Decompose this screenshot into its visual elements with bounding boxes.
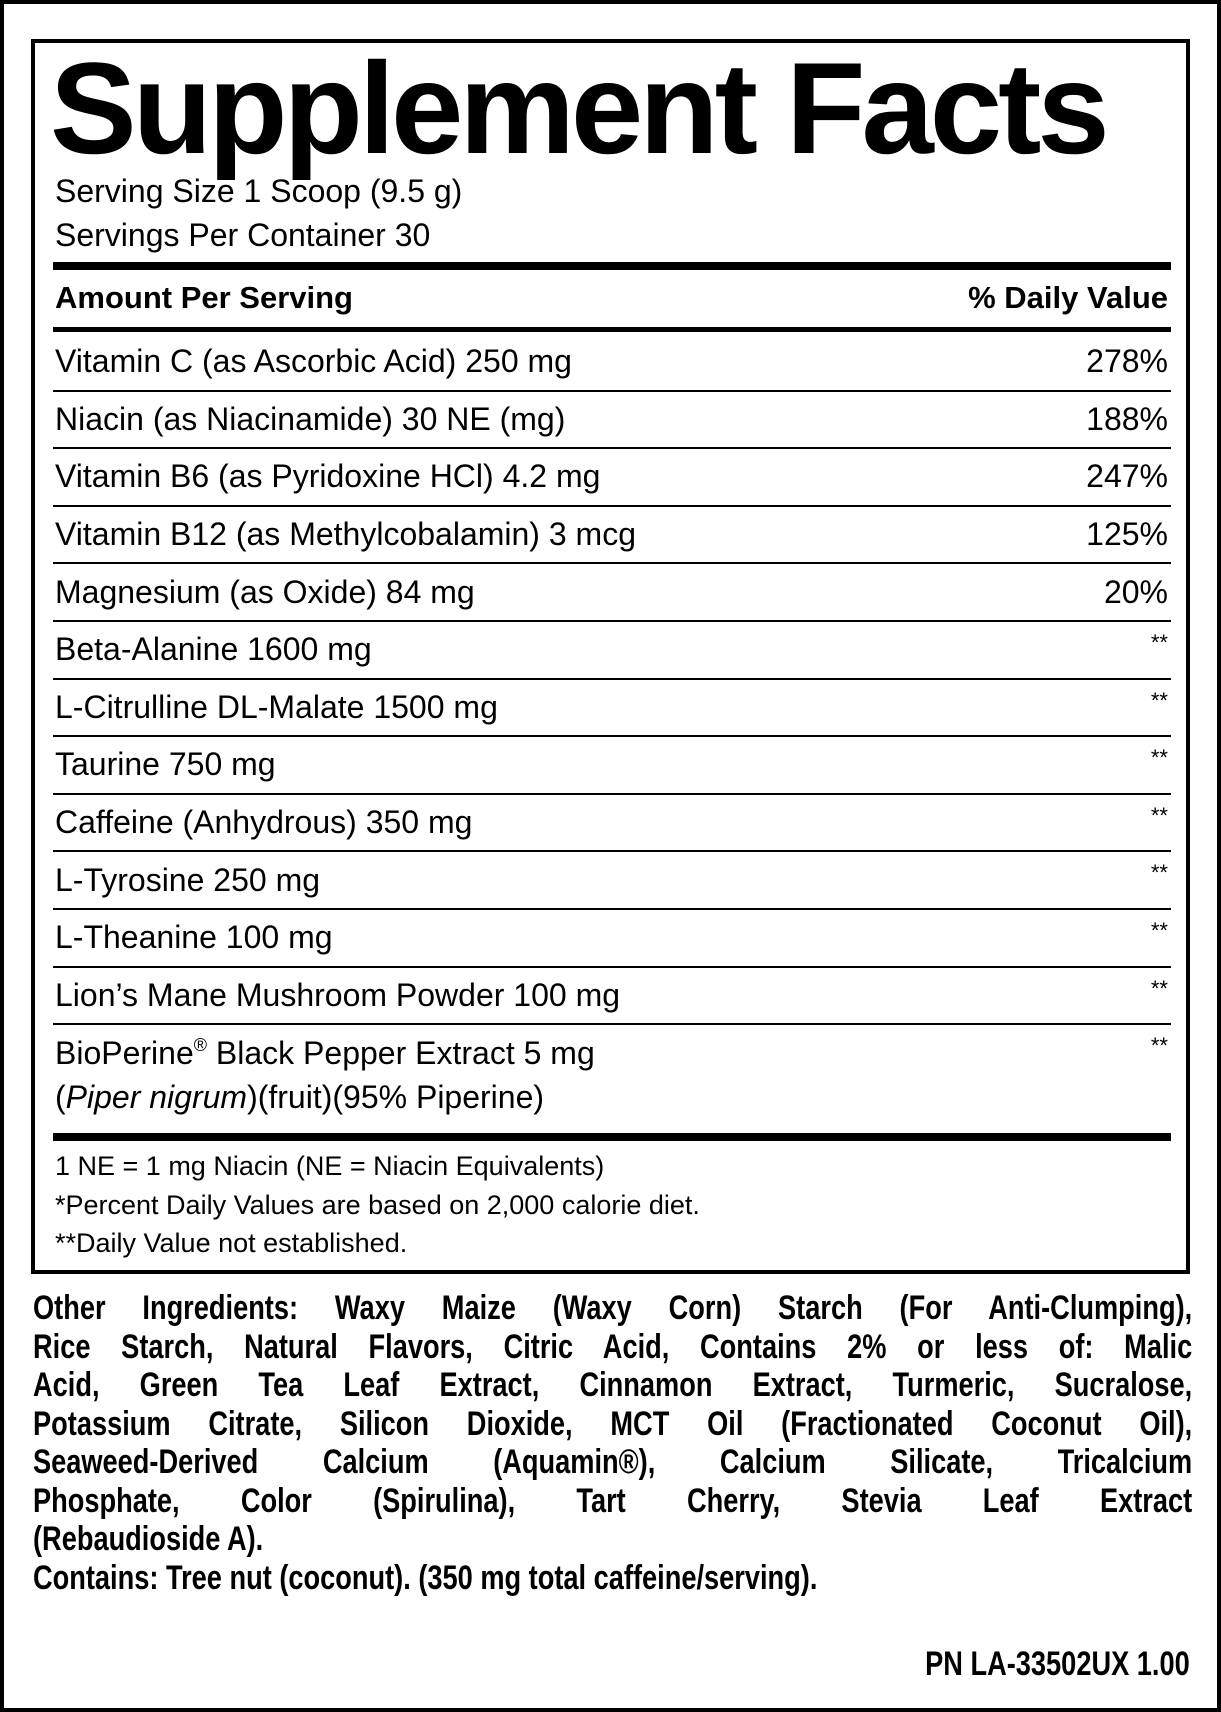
- nutrient-name: L-Citrulline DL-Malate 1500 mg: [55, 688, 498, 725]
- panel-title: Supplement Facts: [50, 35, 1110, 181]
- footnote-niacin: 1 NE = 1 mg Niacin (NE = Niacin Equivale…: [55, 1151, 605, 1181]
- serving-size: Serving Size 1 Scoop (9.5 g): [55, 173, 463, 209]
- daily-value: 247%: [1086, 458, 1168, 495]
- table-row: Lion’s Mane Mushroom Powder 100 mg **: [53, 968, 1171, 1026]
- nutrient-name: Magnesium (as Oxide) 84 mg: [55, 573, 475, 610]
- daily-value: **: [1150, 629, 1168, 655]
- table-row: Vitamin B12 (as Methylcobalamin) 3 mcg 12…: [53, 507, 1171, 565]
- table-row-bioperine: BioPerine® Black Pepper Extract 5 mg (Pip…: [53, 1025, 1171, 1137]
- nutrient-name: Vitamin B12 (as Methylcobalamin) 3 mcg: [55, 516, 636, 553]
- latin-name: Piper nigrum: [65, 1079, 248, 1116]
- nutrient-name: L-Tyrosine 250 mg: [55, 861, 321, 898]
- table-header: Amount Per Serving % Daily Value: [55, 278, 1168, 318]
- nutrient-table: Vitamin C (as Ascorbic Acid) 250 mg 278% …: [53, 334, 1171, 1137]
- table-row: Caffeine (Anhydrous) 350 mg **: [53, 795, 1171, 853]
- daily-value: **: [1150, 687, 1168, 713]
- daily-value: 278%: [1086, 343, 1168, 380]
- allergen-statement: Contains: Tree nut (coconut). (350 mg to…: [33, 1558, 818, 1597]
- other-ingredients: Other Ingredients: Waxy Maize (Waxy Corn…: [33, 1289, 1192, 1597]
- thick-divider: [53, 1133, 1171, 1141]
- footnote-daily-values: *Percent Daily Values are based on 2,000…: [55, 1190, 700, 1220]
- daily-value: **: [1150, 745, 1168, 771]
- paren: (: [55, 1079, 66, 1116]
- daily-value: **: [1150, 1033, 1168, 1059]
- footnote-not-established: **Daily Value not established.: [55, 1228, 408, 1258]
- nutrient-name: BioPerine® Black Pepper Extract 5 mg (Pip…: [55, 1031, 595, 1119]
- bioperine-name: BioPerine: [55, 1035, 194, 1072]
- ingredients-line: Other Ingredients: Waxy Maize (Waxy Corn…: [33, 1289, 1193, 1327]
- header-divider: [53, 327, 1171, 332]
- ingredients-line: Seaweed-Derived Calcium (Aquamin®), Calc…: [33, 1443, 1193, 1481]
- daily-value: 20%: [1103, 573, 1168, 610]
- thick-divider: [53, 262, 1171, 270]
- bioperine-description: Black Pepper Extract 5 mg: [207, 1035, 595, 1072]
- nutrient-name: Taurine 750 mg: [55, 746, 276, 783]
- nutrient-name: L-Theanine 100 mg: [55, 919, 333, 956]
- daily-value: **: [1150, 975, 1168, 1001]
- daily-value: **: [1150, 802, 1168, 828]
- table-row: L-Citrulline DL-Malate 1500 mg **: [53, 680, 1171, 738]
- nutrient-name: Vitamin C (as Ascorbic Acid) 250 mg: [55, 343, 572, 380]
- supplement-facts-panel: [31, 39, 1190, 1274]
- daily-value: 125%: [1086, 516, 1168, 553]
- table-row: Taurine 750 mg **: [53, 737, 1171, 795]
- table-row: Magnesium (as Oxide) 84 mg 20%: [53, 564, 1171, 622]
- nutrient-name: Vitamin B6 (as Pyridoxine HCl) 4.2 mg: [55, 458, 601, 495]
- amount-per-serving-heading: Amount Per Serving: [55, 280, 353, 315]
- part-number: PN LA-33502UX 1.00: [925, 1645, 1190, 1683]
- servings-per-container: Servings Per Container 30: [55, 217, 431, 253]
- nutrient-name: Niacin (as Niacinamide) 30 NE (mg): [55, 400, 566, 437]
- table-row: Niacin (as Niacinamide) 30 NE (mg) 188%: [53, 392, 1171, 450]
- daily-value: 188%: [1086, 400, 1168, 437]
- daily-value: **: [1150, 917, 1168, 943]
- ingredients-line: Rice Starch, Natural Flavors, Citric Aci…: [33, 1327, 1193, 1366]
- ingredients-line: Phosphate, Color (Spirulina), Tart Cherr…: [33, 1481, 1193, 1520]
- bioperine-detail: )(fruit)(95% Piperine): [247, 1079, 545, 1116]
- ingredients-line: Potassium Citrate, Silicon Dioxide, MCT …: [33, 1404, 1193, 1443]
- daily-value-heading: % Daily Value: [968, 280, 1168, 315]
- registered-mark: ®: [193, 1035, 208, 1056]
- nutrient-name: Lion’s Mane Mushroom Powder 100 mg: [55, 976, 621, 1013]
- ingredients-line: Acid, Green Tea Leaf Extract, Cinnamon E…: [33, 1366, 1193, 1404]
- table-row: Beta-Alanine 1600 mg **: [53, 622, 1171, 680]
- nutrient-name: Caffeine (Anhydrous) 350 mg: [55, 804, 473, 841]
- nutrient-name: Beta-Alanine 1600 mg: [55, 631, 372, 668]
- table-row: Vitamin B6 (as Pyridoxine HCl) 4.2 mg 247…: [53, 449, 1171, 507]
- daily-value: **: [1150, 860, 1168, 886]
- table-row: L-Theanine 100 mg **: [53, 910, 1171, 968]
- table-row: Vitamin C (as Ascorbic Acid) 250 mg 278%: [53, 334, 1171, 392]
- ingredients-line: (Rebaudioside A).: [33, 1520, 264, 1558]
- table-row: L-Tyrosine 250 mg **: [53, 852, 1171, 910]
